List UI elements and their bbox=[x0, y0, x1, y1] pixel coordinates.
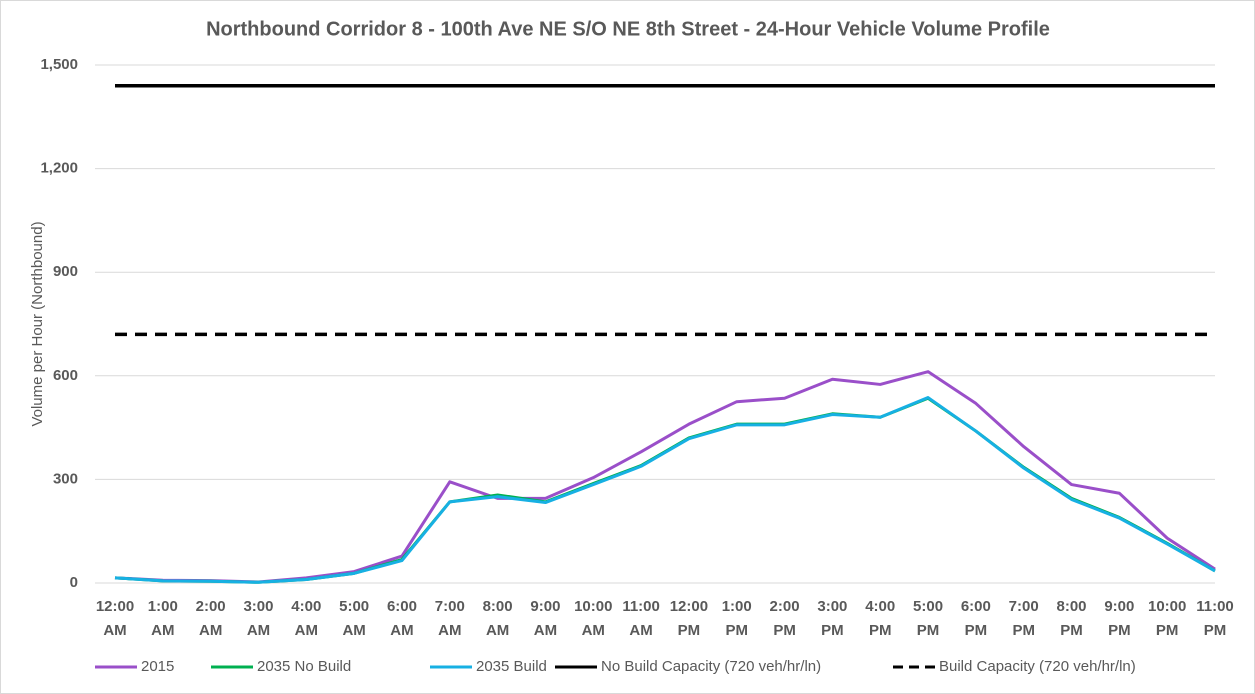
x-tick-label: 9:00 PM bbox=[1104, 598, 1134, 639]
x-tick-label: 4:00 PM bbox=[865, 598, 895, 639]
x-tick-label: 6:00 PM bbox=[961, 598, 991, 639]
chart-title: Northbound Corridor 8 - 100th Ave NE S/O… bbox=[206, 18, 1050, 40]
x-tick-label: 7:00 PM bbox=[1009, 598, 1039, 639]
legend-label: 2035 Build bbox=[476, 658, 547, 675]
x-tick-label: 9:00 AM bbox=[530, 598, 560, 639]
x-tick-label: 5:00 PM bbox=[913, 598, 943, 639]
x-tick-label: 11:00 PM bbox=[1196, 598, 1234, 639]
x-tick-label: 3:00 PM bbox=[817, 598, 847, 639]
x-tick-label: 2:00 AM bbox=[196, 598, 226, 639]
x-tick-label: 8:00 AM bbox=[483, 598, 513, 639]
y-tick-label: 1,200 bbox=[40, 160, 78, 177]
x-tick-label: 1:00 PM bbox=[722, 598, 752, 639]
y-tick-label: 900 bbox=[53, 263, 78, 280]
x-tick-label: 4:00 AM bbox=[291, 598, 321, 639]
x-tick-label: 10:00 PM bbox=[1148, 598, 1186, 639]
legend-label: 2015 bbox=[141, 658, 174, 675]
legend-label: 2035 No Build bbox=[257, 658, 351, 675]
x-tick-label: 12:00 PM bbox=[670, 598, 708, 639]
x-tick-label: 8:00 PM bbox=[1057, 598, 1087, 639]
x-tick-label: 10:00 AM bbox=[574, 598, 612, 639]
x-tick-label: 6:00 AM bbox=[387, 598, 417, 639]
legend-label: Build Capacity (720 veh/hr/ln) bbox=[939, 658, 1136, 675]
x-tick-label: 5:00 AM bbox=[339, 598, 369, 639]
x-tick-label: 12:00 AM bbox=[96, 598, 134, 639]
x-tick-label: 3:00 AM bbox=[243, 598, 273, 639]
x-tick-label: 7:00 AM bbox=[435, 598, 465, 639]
x-tick-label: 1:00 AM bbox=[148, 598, 178, 639]
x-tick-label: 2:00 PM bbox=[770, 598, 800, 639]
legend-label: No Build Capacity (720 veh/hr/ln) bbox=[601, 658, 821, 675]
x-tick-label: 11:00 AM bbox=[622, 598, 660, 639]
series-line bbox=[114, 396, 1216, 584]
y-tick-label: 1,500 bbox=[40, 56, 78, 73]
y-axis-label: Volume per Hour (Northbound) bbox=[29, 221, 46, 426]
y-tick-label: 0 bbox=[70, 574, 78, 591]
y-tick-label: 600 bbox=[53, 367, 78, 384]
y-tick-label: 300 bbox=[53, 470, 78, 487]
